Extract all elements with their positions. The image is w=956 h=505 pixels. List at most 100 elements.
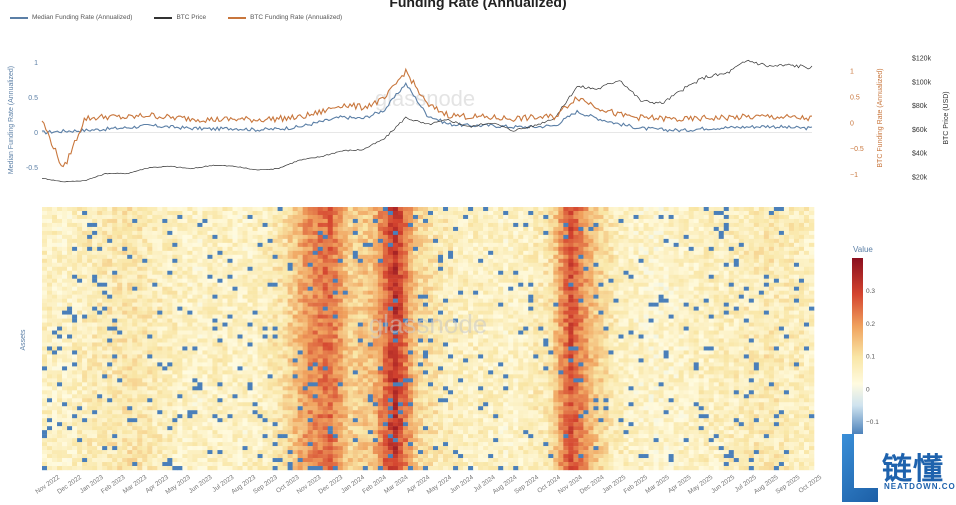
heatmap-cell [87, 454, 93, 459]
heatmap-cell [202, 442, 208, 447]
heatmap-cell [317, 250, 324, 256]
heatmap-cell [192, 294, 198, 299]
heatmap-cell [182, 418, 188, 423]
heatmap-cell [217, 458, 223, 463]
heatmap-cell [402, 214, 409, 220]
heatmap-cell [172, 350, 178, 355]
heatmap-cell [117, 207, 123, 212]
heatmap-cell [107, 314, 113, 319]
heatmap-cell [182, 430, 188, 435]
heatmap-cell [87, 426, 93, 431]
heatmap-cell [247, 266, 253, 271]
heatmap-cell [227, 382, 233, 387]
legend-item-btc-funding[interactable]: BTC Funding Rate (Annualized) [228, 14, 342, 21]
heatmap-cell [207, 410, 213, 415]
heatmap-cell [337, 350, 344, 355]
heatmap-cell [347, 402, 354, 407]
heatmap-cell [307, 222, 313, 228]
legend-item-median[interactable]: Median Funding Rate (Annualized) [10, 14, 132, 21]
heatmap-cell [402, 358, 409, 363]
heatmap-cell [377, 242, 384, 248]
heatmap-cell [187, 250, 193, 256]
heatmap-cell [142, 242, 148, 248]
heatmap-cell [232, 374, 238, 379]
heatmap-cell [342, 222, 349, 228]
heatmap-cell [92, 258, 98, 263]
heatmap-cell [52, 410, 58, 415]
heatmap-cell [342, 342, 349, 347]
heatmap-cell [142, 230, 148, 236]
heatmap-cell [252, 322, 258, 327]
heatmap-cell [187, 342, 193, 347]
heatmap-cell [167, 254, 173, 259]
heatmap-cell [122, 450, 128, 455]
heatmap-cell [407, 434, 414, 439]
heatmap-cell [292, 362, 298, 367]
heatmap-cell [92, 390, 98, 395]
heatmap-cell [212, 450, 218, 455]
heatmap-cell [222, 410, 228, 415]
legend-item-btc-price[interactable]: BTC Price [154, 14, 206, 21]
heatmap-cell [292, 406, 298, 411]
heatmap-cell [362, 446, 369, 451]
heatmap-cell [57, 262, 63, 267]
heatmap-cell [342, 218, 349, 224]
heatmap-cell [312, 414, 319, 419]
heatmap-cell [212, 386, 218, 391]
heatmap-cell [137, 330, 143, 335]
heatmap-cell [292, 462, 298, 467]
heatmap-cell [242, 354, 248, 359]
heatmap-cell [282, 298, 288, 303]
heatmap-cell [177, 274, 183, 279]
heatmap-cell [297, 394, 303, 399]
heatmap-cell [102, 306, 108, 311]
heatmap-cell [52, 278, 58, 283]
heatmap-cell [367, 434, 374, 439]
heatmap-cell [207, 454, 213, 459]
heatmap-cell [107, 214, 113, 220]
heatmap-cell [137, 334, 143, 339]
heatmap-cell [212, 246, 218, 252]
heatmap-cell [392, 246, 399, 252]
heatmap-cell [47, 414, 53, 419]
heatmap-cell [317, 246, 324, 252]
heatmap-cell [367, 210, 374, 216]
heatmap-cell [47, 250, 53, 256]
heatmap-cell [297, 246, 303, 252]
heatmap-cell [237, 262, 243, 267]
heatmap-cell [282, 410, 288, 415]
heatmap-cell [357, 254, 364, 259]
heatmap-cell [62, 266, 68, 271]
heatmap-cell [207, 294, 213, 299]
heatmap-cell [202, 258, 208, 263]
heatmap-cell [187, 214, 193, 220]
heatmap-cell [132, 398, 138, 403]
heatmap-cell [252, 298, 258, 303]
heatmap-cell [372, 310, 379, 315]
heatmap-cell [242, 294, 248, 299]
heatmap-cell [392, 286, 399, 291]
heatmap-cell [232, 318, 238, 323]
heatmap-cell [112, 214, 118, 220]
heatmap-cell [297, 266, 303, 271]
heatmap-cell [172, 422, 178, 427]
heatmap-cell [62, 246, 68, 252]
heatmap-cell [127, 302, 133, 307]
heatmap-cell [87, 210, 93, 216]
heatmap-cell [262, 266, 268, 271]
heatmap-cell [372, 218, 379, 224]
heatmap-cell [137, 266, 143, 271]
heatmap-cell [212, 362, 218, 367]
heatmap-cell [272, 458, 278, 463]
heatmap-cell [257, 442, 263, 447]
heatmap-cell [82, 442, 88, 447]
heatmap-cell [267, 426, 273, 431]
heatmap-cell [217, 426, 223, 431]
heatmap-cell [57, 214, 63, 220]
heatmap-cell [372, 410, 379, 415]
heatmap-cell [297, 382, 303, 387]
heatmap-cell [277, 358, 283, 363]
heatmap-cell [62, 330, 68, 335]
heatmap-cell [117, 238, 123, 244]
heatmap-cell [347, 410, 354, 415]
